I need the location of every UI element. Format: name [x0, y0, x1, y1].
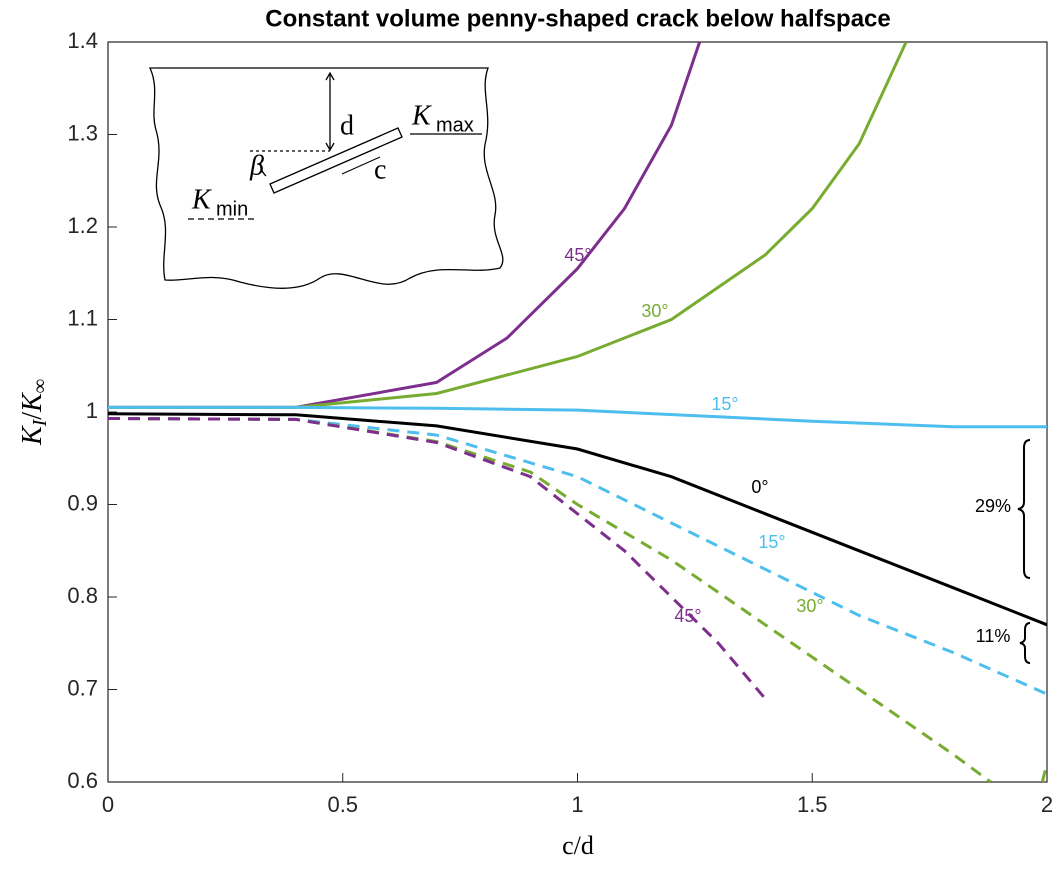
line	[108, 417, 1047, 782]
plot-frame	[107, 41, 1048, 783]
c-arrow	[341, 156, 381, 175]
annotation: 45°	[564, 245, 591, 265]
y-tick-label: 0.6	[67, 768, 98, 793]
line	[108, 417, 767, 700]
annotation: 30°	[641, 301, 668, 321]
y-tick-label: 0.8	[67, 583, 98, 608]
halfspace	[148, 67, 504, 289]
beta-label: β	[249, 150, 264, 181]
braces	[1017, 439, 1031, 664]
x-tick-label: 0	[102, 792, 114, 817]
y-label-part: K	[17, 392, 48, 413]
line	[108, 412, 1047, 627]
chart-title: Constant volume penny-shaped crack below…	[265, 5, 891, 32]
y-tick-label: 1.2	[67, 213, 98, 238]
annotation: 29%	[975, 496, 1011, 516]
brace	[1019, 622, 1031, 664]
line	[108, 417, 1047, 696]
d-label: d	[340, 110, 354, 141]
y-tick-label: 0.7	[67, 675, 98, 700]
y-label-part: ∞	[29, 379, 51, 393]
crack	[269, 127, 403, 194]
annotation: 0°	[751, 477, 768, 497]
y-label-part: K	[17, 425, 48, 446]
kmax-sub: max	[436, 114, 474, 136]
x-tick-label: 1	[571, 792, 583, 817]
kmin-sub: min	[216, 198, 248, 220]
x-tick-label: 2	[1041, 792, 1053, 817]
y-tick-label: 1.4	[67, 28, 98, 53]
y-tick-label: 1	[86, 398, 98, 423]
arrow-head	[325, 71, 335, 152]
kmin-label: K	[191, 184, 212, 215]
inset	[148, 67, 504, 289]
annotation: 11%	[976, 626, 1011, 646]
annotation: 30°	[796, 596, 823, 616]
inset-labels: d c β K max K min	[191, 100, 474, 220]
y-axis-label: KI/K∞	[17, 379, 50, 446]
brace	[1017, 439, 1031, 579]
annotation: 45°	[674, 606, 701, 626]
beta-arc	[260, 159, 267, 177]
x-tick-label: 0.5	[327, 792, 358, 817]
line	[108, 405, 1047, 429]
y-label-part: /	[17, 412, 48, 420]
c-label: c	[374, 154, 386, 185]
line	[108, 42, 908, 409]
x-axis-label: c/d	[562, 831, 594, 860]
y-tick-label: 0.9	[67, 490, 98, 515]
lines	[108, 42, 1047, 782]
kmax-label: K	[411, 100, 432, 131]
x-tick-label: 1.5	[797, 792, 828, 817]
annotation: 15°	[711, 394, 738, 414]
y-label-part: I	[29, 418, 51, 427]
y-tick-label: 1.3	[67, 120, 98, 145]
line	[108, 42, 702, 409]
annotation: 15°	[758, 532, 785, 552]
y-tick-label: 1.1	[67, 305, 98, 330]
